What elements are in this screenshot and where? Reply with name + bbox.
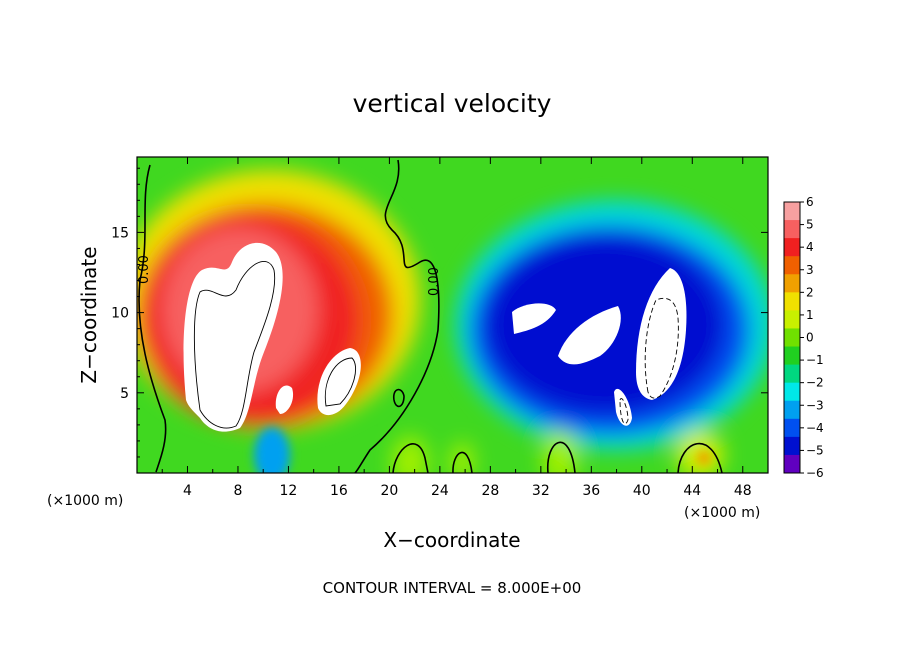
colorbar-swatch [784, 328, 800, 348]
colorbar-swatch [784, 220, 800, 239]
zero-contour-middle [354, 159, 440, 473]
plot-frame [136, 156, 769, 474]
surface-cell-2 [450, 442, 474, 473]
y-tick-label: 10 [111, 306, 129, 322]
downdraft-core-1 [512, 303, 556, 334]
colorbar-swatch [784, 292, 800, 311]
colorbar-swatch [784, 436, 800, 456]
x-tick-label: 20 [380, 483, 398, 499]
x-tick-label: 4 [183, 483, 192, 499]
colorbar-tick-label: 6 [806, 195, 814, 209]
x-tick-label: 8 [233, 483, 242, 499]
chart-title: vertical velocity [353, 89, 552, 118]
colorbar-swatch [784, 256, 800, 275]
surface-downdraft [254, 427, 290, 473]
x-axis-ticks: 4 8 12 16 20 24 28 32 36 40 44 48 [161, 157, 752, 499]
colorbar-tick-label: 5 [806, 218, 814, 232]
x-tick-label: 36 [582, 483, 600, 499]
x-tick-label: 12 [280, 483, 298, 499]
colorbar-tick-label: 0 [806, 331, 814, 345]
updraft-core-3 [275, 385, 294, 414]
x-tick-label: 16 [330, 483, 348, 499]
x-axis-title: X−coordinate [383, 528, 520, 552]
interval-contour-updraft-2 [324, 357, 356, 407]
downdraft-core-2 [558, 306, 621, 365]
colorbar-swatch [784, 400, 800, 420]
colorbar: 6 5 4 3 2 1 0 −1 −2 −3 −4 −5 −6 [783, 195, 824, 480]
x-tick-label: 32 [532, 483, 550, 499]
colorbar-swatch [784, 238, 800, 257]
colorbar-swatch [784, 382, 800, 402]
contour-interval-note: CONTOUR INTERVAL = 8.000E+00 [323, 579, 582, 597]
x-tick-label: 28 [481, 483, 499, 499]
colorbar-tick-label: −3 [806, 398, 824, 412]
updraft-core-2 [317, 348, 361, 416]
colorbar-tick-label: 3 [806, 263, 814, 277]
surface-contour-3 [547, 441, 576, 473]
y-tick-label: 5 [120, 386, 129, 402]
colorbar-swatch [784, 202, 800, 221]
downdraft-core-3 [636, 268, 687, 400]
interval-contour-downdraft [644, 297, 679, 399]
x-tick-label: 24 [431, 483, 449, 499]
colorbar-tick-label: −2 [806, 376, 824, 390]
x-tick-label: 40 [633, 483, 651, 499]
y-tick-label: 15 [111, 225, 129, 241]
x-unit-right: (×1000 m) [684, 505, 760, 521]
surface-contour-1 [392, 443, 429, 473]
colorbar-swatch [784, 364, 800, 384]
colorbar-tick-label: −4 [806, 421, 824, 435]
x-tick-label: 48 [734, 483, 752, 499]
surface-contour-4 [677, 442, 723, 473]
y-axis-ticks: 5 10 15 [111, 167, 768, 458]
colorbar-tick-label: −6 [806, 466, 824, 480]
y-axis-title: Z−coordinate [77, 246, 101, 383]
colorbar-swatch [784, 418, 800, 438]
interval-contour-downdraft-2 [619, 398, 629, 425]
downdraft-core-4 [614, 388, 632, 426]
colorbar-tick-label: 1 [806, 308, 814, 322]
interval-contour-updraft [193, 260, 276, 429]
surface-contour-2 [452, 451, 473, 473]
colorbar-swatch [784, 274, 800, 293]
velocity-field: 0.00 0.00 [137, 157, 768, 473]
colorbar-tick-label: −1 [806, 353, 824, 367]
surface-cell-4 [676, 431, 724, 473]
colorbar-tick-label: 4 [806, 240, 814, 254]
surface-cell-3 [542, 430, 578, 473]
colorbar-tick-label: 2 [806, 285, 814, 299]
contour-label-middle: 0.00 [427, 267, 442, 296]
colorbar-swatch [784, 310, 800, 329]
colorbar-swatch [784, 454, 800, 474]
x-unit-left: (×1000 m) [47, 493, 123, 509]
colorbar-swatch [784, 346, 800, 366]
contour-label-west: 0.00 [137, 255, 152, 284]
colorbar-tick-label: −5 [806, 443, 824, 457]
zero-contour-west [138, 164, 167, 473]
x-tick-label: 44 [683, 483, 701, 499]
small-contour [392, 388, 405, 408]
surface-core [697, 451, 711, 465]
